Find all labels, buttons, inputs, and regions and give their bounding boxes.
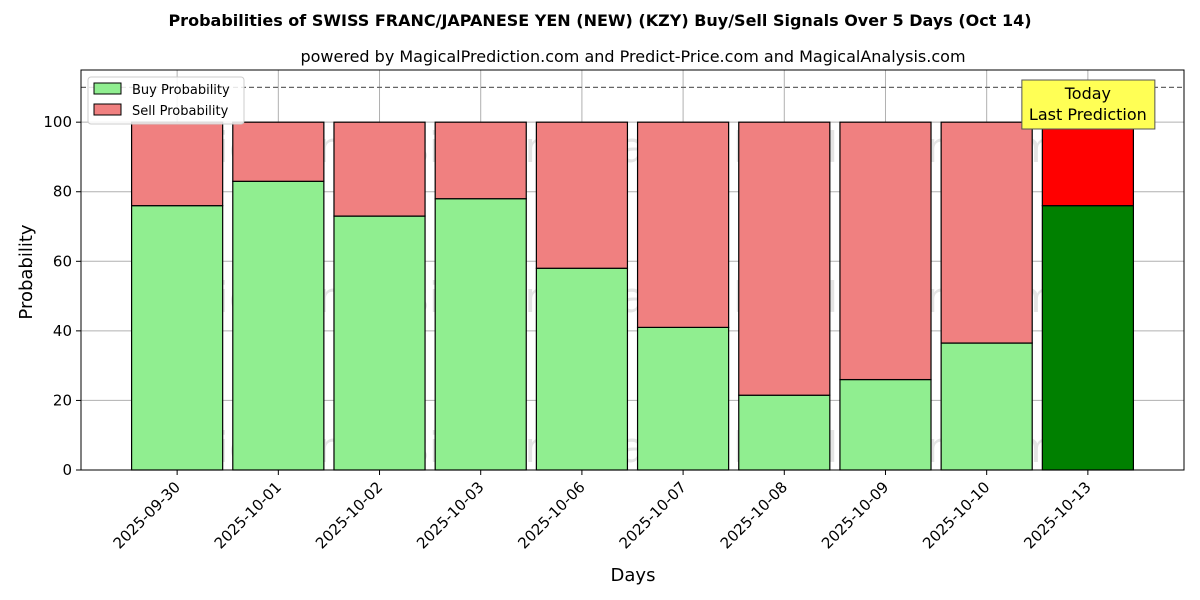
buy-bar — [232, 180, 325, 471]
today-annotation-line1: Today — [1064, 84, 1111, 103]
legend-swatch — [93, 103, 122, 116]
x-tick-label: 2025-10-01 — [211, 478, 285, 552]
x-tick-label: 2025-10-02 — [312, 478, 386, 552]
x-tick-label: 2025-10-06 — [514, 478, 588, 552]
buy-bar — [1041, 205, 1135, 471]
buy-bar — [940, 342, 1033, 471]
y-tick-label: 100 — [43, 113, 72, 131]
buy-bar — [535, 267, 629, 471]
buy-bar — [636, 326, 730, 471]
buy-bar — [434, 198, 527, 471]
x-tick-label: 2025-09-30 — [110, 478, 184, 552]
buy-bar — [130, 205, 224, 471]
sell-bar — [434, 121, 527, 200]
legend-label: Sell Probability — [132, 104, 229, 119]
y-tick-label: 80 — [53, 183, 72, 201]
legend-box — [87, 76, 245, 125]
y-tick-label: 20 — [53, 391, 72, 409]
y-tick-label: 0 — [62, 461, 72, 479]
sell-bar — [130, 121, 224, 207]
sell-bar — [232, 121, 325, 182]
legend-swatch — [93, 82, 122, 95]
x-tick-label: 2025-10-13 — [1020, 478, 1094, 552]
x-tick-label: 2025-10-08 — [717, 478, 791, 552]
buy-bar — [839, 378, 932, 471]
y-axis-label: Probability — [16, 224, 37, 319]
x-axis-label: Days — [611, 565, 656, 586]
buy-bar — [333, 215, 426, 471]
legend-label: Buy Probability — [132, 83, 230, 98]
sell-bar — [940, 121, 1033, 344]
x-tick-label: 2025-10-03 — [413, 478, 487, 552]
sell-bar — [738, 121, 831, 396]
sell-bar — [839, 121, 932, 381]
today-annotation-line2: Last Prediction — [1029, 105, 1147, 124]
plot-frame — [80, 69, 1185, 471]
x-tick-label: 2025-10-07 — [616, 478, 690, 552]
today-annotation-box — [1021, 79, 1156, 130]
x-tick-label: 2025-10-09 — [818, 478, 892, 552]
buy-bar — [738, 394, 831, 471]
chart-subtitle: powered by MagicalPrediction.com and Pre… — [300, 47, 965, 66]
chart-title: Probabilities of SWISS FRANC/JAPANESE YE… — [168, 11, 1031, 30]
sell-bar — [1041, 121, 1135, 207]
plot-area: MagicalAnalysis.comMagicalPrediction.com… — [43, 69, 1185, 552]
sell-bar — [535, 121, 629, 269]
sell-bar — [333, 121, 426, 217]
y-tick-label: 40 — [53, 322, 72, 340]
sell-bar — [636, 121, 730, 328]
y-tick-label: 60 — [53, 252, 72, 270]
x-tick-label: 2025-10-10 — [919, 478, 993, 552]
